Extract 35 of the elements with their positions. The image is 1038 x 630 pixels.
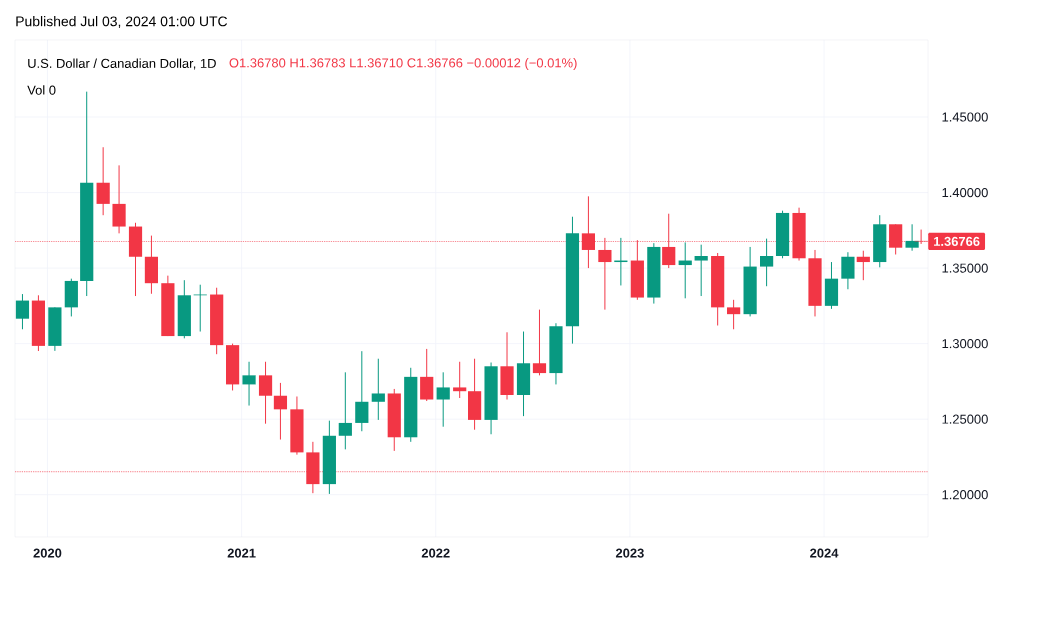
candlestick (273, 382, 288, 441)
x-tick-label: 2021 (227, 548, 256, 558)
y-tick-label: 1.35000 (942, 263, 988, 273)
x-tick-label: 2020 (33, 548, 62, 558)
text: U.S. Dollar / Canadian Dollar, 1D (28, 58, 216, 70)
y-tick-label: 1.40000 (942, 187, 988, 198)
candlestick (371, 358, 385, 421)
candlestick (856, 250, 870, 281)
candlestick (96, 146, 110, 216)
y-tick-label: 1.45000 (942, 112, 988, 122)
candlestick (841, 251, 855, 290)
y-tick-label: 1.30000 (942, 339, 988, 349)
candlestick (258, 361, 273, 425)
candlestick (112, 164, 126, 234)
x-tick-label: 2023 (615, 548, 644, 558)
candlestick (532, 309, 547, 376)
candlestick (694, 244, 708, 297)
candlestick (355, 350, 369, 432)
candlestick (338, 371, 352, 450)
y-tick-label: 1.25000 (942, 414, 988, 424)
y-tick-label: 1.20000 (942, 490, 988, 500)
candlestick (727, 299, 741, 330)
candlestick (760, 238, 774, 287)
candlestick (453, 361, 467, 399)
candlestick (15, 293, 30, 330)
text: Published Jul 03, 2024 01:00 UTC (16, 16, 228, 28)
candlestick (436, 371, 450, 428)
candlestick (242, 361, 256, 407)
ref-line-label: 1.36766 (934, 236, 980, 246)
x-tick-label: 2022 (421, 548, 450, 558)
x-tick-label: 2024 (810, 548, 839, 558)
text: O1.36780 H1.36783 L1.36710 C1.36766 −0.00012 (−0.01%) (229, 57, 577, 71)
candlestick (420, 348, 434, 402)
annotation: Vol 0 (27, 85, 56, 95)
candlestick (905, 223, 919, 252)
